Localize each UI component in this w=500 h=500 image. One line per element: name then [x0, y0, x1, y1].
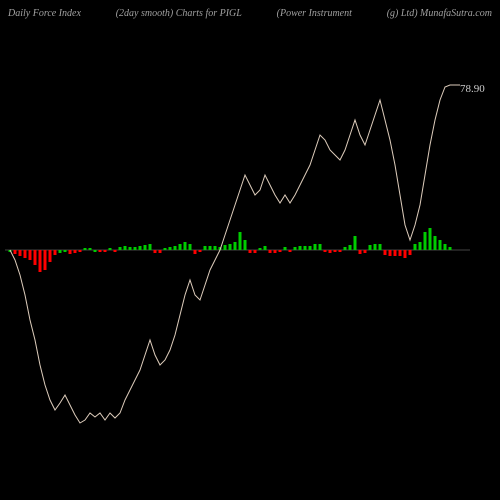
header-mid1: (2day smooth) Charts for PIGL	[116, 8, 242, 19]
price-label: 78.90	[460, 83, 485, 95]
chart-header: Daily Force Index (2day smooth) Charts f…	[0, 8, 500, 19]
header-left: Daily Force Index	[8, 8, 81, 19]
header-right: (g) Ltd) MunafaSutra.com	[387, 8, 492, 19]
header-mid2: (Power Instrument	[277, 8, 352, 19]
price-line	[10, 85, 460, 423]
force-index-histogram	[9, 228, 452, 272]
chart-canvas	[5, 25, 470, 495]
chart-svg	[5, 25, 470, 495]
